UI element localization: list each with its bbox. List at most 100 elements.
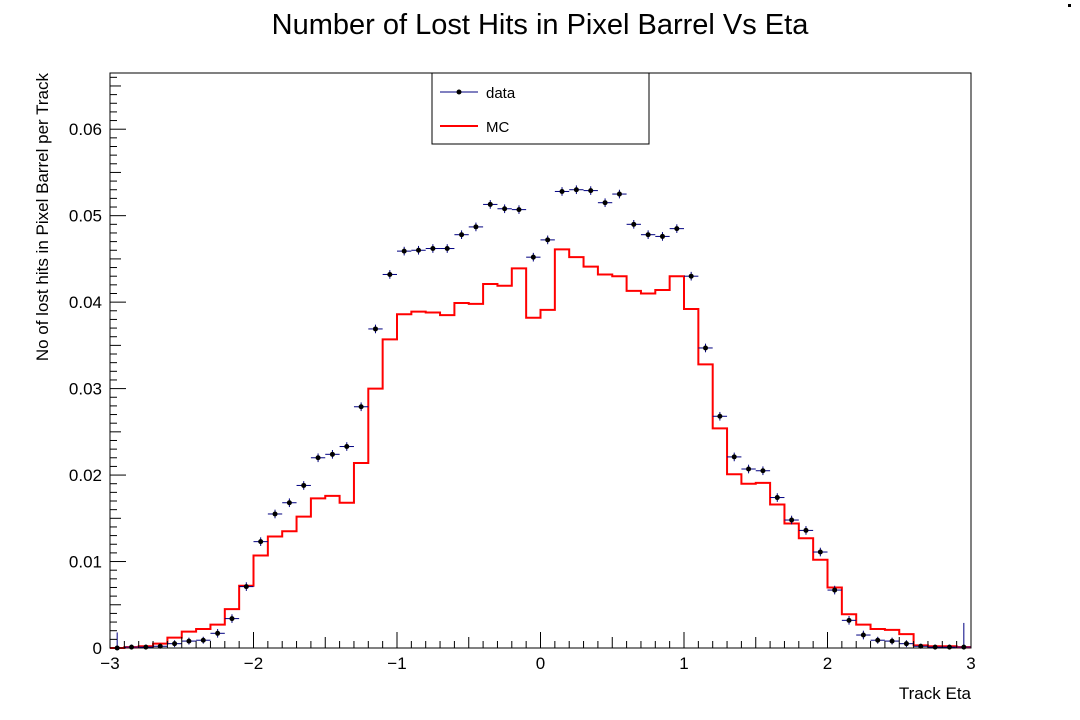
data-point: [440, 244, 455, 253]
data-point-marker: [961, 644, 967, 650]
data-point-marker: [157, 643, 163, 649]
data-point: [425, 244, 441, 253]
data-series-group: [110, 185, 971, 651]
y-tick-label: 0.05: [69, 207, 102, 226]
data-point: [210, 628, 225, 638]
data-point: [310, 453, 326, 463]
data-point: [296, 481, 311, 490]
data-point: [784, 515, 799, 525]
data-point: [167, 640, 182, 648]
data-point: [841, 616, 857, 625]
data-point: [684, 271, 699, 281]
data-point: [597, 198, 613, 208]
data-point: [956, 622, 971, 650]
data-point: [798, 526, 814, 535]
data-point-marker: [774, 495, 780, 501]
y-tick-label: 0.01: [69, 553, 102, 572]
data-point-marker: [301, 482, 307, 488]
data-point: [325, 449, 340, 459]
data-point-marker: [817, 549, 823, 555]
y-tick-label: 0.02: [69, 466, 102, 485]
data-point: [526, 252, 541, 262]
data-point: [927, 644, 943, 650]
data-point-marker: [889, 638, 895, 644]
data-point-marker: [401, 248, 407, 254]
data-point: [267, 509, 283, 519]
legend-data-marker: [456, 89, 462, 95]
data-point: [942, 644, 957, 650]
data-point-marker: [616, 191, 622, 197]
data-point-marker: [502, 206, 508, 212]
data-point-marker: [416, 247, 422, 253]
data-point: [770, 493, 785, 502]
x-tick-label: 0: [536, 654, 545, 673]
x-tick-label: −3: [100, 654, 119, 673]
data-point-marker: [487, 201, 493, 207]
data-point-marker: [846, 617, 852, 623]
data-point: [181, 637, 197, 645]
data-point-marker: [760, 468, 766, 474]
data-point-marker: [674, 226, 680, 232]
data-point-marker: [229, 616, 235, 622]
data-point-marker: [946, 644, 952, 650]
data-point-marker: [215, 630, 221, 636]
data-point: [540, 235, 555, 245]
data-point: [397, 246, 412, 256]
data-point: [282, 498, 297, 508]
data-point-marker: [789, 517, 795, 523]
data-point: [454, 230, 469, 240]
data-point-marker: [430, 246, 436, 252]
data-point-marker: [903, 641, 909, 647]
data-point-marker: [530, 254, 536, 260]
data-point-marker: [444, 246, 450, 252]
data-point: [353, 402, 369, 412]
data-point-marker: [258, 539, 264, 545]
x-tick-label: 1: [679, 654, 688, 673]
corner-mark: [1068, 4, 1071, 7]
data-point-marker: [832, 587, 838, 593]
data-point: [727, 452, 742, 462]
data-point-marker: [315, 455, 321, 461]
data-point-marker: [200, 637, 206, 643]
data-point-marker: [573, 187, 579, 193]
data-point-marker: [545, 237, 551, 243]
data-point-marker: [645, 232, 651, 238]
data-point: [884, 637, 900, 645]
data-point: [554, 187, 570, 196]
data-point-marker: [143, 644, 149, 650]
legend-mc-label: MC: [486, 119, 509, 136]
data-point: [913, 643, 928, 649]
data-point: [138, 644, 154, 650]
data-point: [741, 464, 756, 474]
data-point-marker: [516, 207, 522, 213]
data-point: [870, 636, 885, 644]
data-point: [655, 232, 670, 241]
data-point-marker: [932, 644, 938, 650]
data-point-marker: [372, 326, 378, 332]
data-point-marker: [387, 271, 393, 277]
y-tick-label: 0.06: [69, 120, 102, 139]
data-point-marker: [659, 233, 665, 239]
data-point-marker: [918, 643, 924, 649]
data-point-marker: [358, 404, 364, 410]
data-point-marker: [731, 454, 737, 460]
y-tick-label: 0.04: [69, 293, 102, 312]
data-point: [224, 614, 240, 623]
data-point: [856, 630, 871, 640]
data-point: [712, 411, 728, 421]
data-point: [339, 442, 354, 451]
data-point-marker: [631, 221, 637, 227]
data-point: [698, 343, 713, 353]
data-point: [382, 270, 397, 279]
data-point-marker: [473, 224, 479, 230]
x-tick-label: 3: [966, 654, 975, 673]
data-point-marker: [459, 232, 465, 238]
data-point: [569, 185, 584, 195]
x-tick-label: −1: [387, 654, 406, 673]
data-point-marker: [272, 511, 278, 517]
data-point-marker: [688, 273, 694, 279]
data-point: [497, 204, 512, 214]
legend: data MC: [431, 72, 650, 145]
data-point-marker: [746, 466, 752, 472]
